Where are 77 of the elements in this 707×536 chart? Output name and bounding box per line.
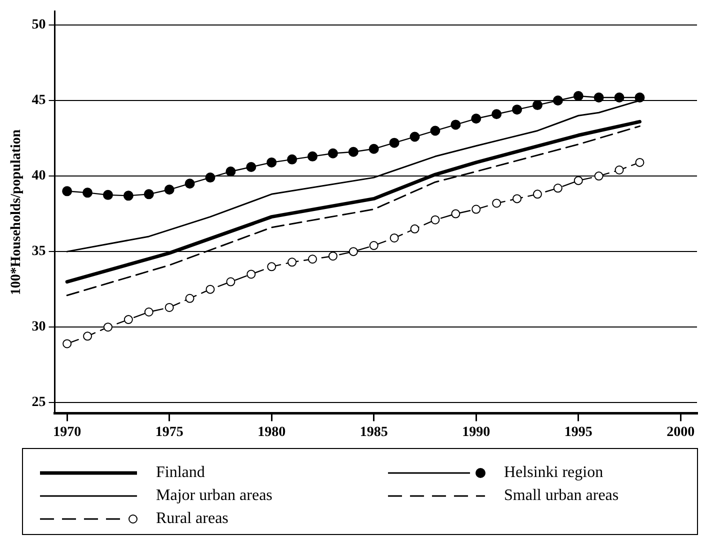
point: [82, 188, 93, 198]
point: [430, 126, 440, 136]
legend-label: Finland: [156, 464, 205, 482]
point: [574, 176, 583, 186]
point: [226, 277, 236, 286]
x-tick-label: 1995: [564, 425, 592, 440]
point: [246, 270, 256, 279]
point: [552, 96, 563, 106]
point: [594, 92, 604, 102]
point: [614, 166, 624, 175]
y-tick-label: 50: [32, 18, 46, 33]
point: [369, 241, 378, 250]
point: [287, 154, 298, 164]
point: [472, 204, 481, 214]
y-tick-label: 30: [32, 320, 46, 335]
y-axis-title: 100*Households/population: [9, 129, 24, 296]
legend-label: Rural areas: [156, 510, 228, 528]
point: [308, 151, 318, 162]
y-tick-label: 40: [32, 168, 46, 184]
point: [532, 190, 542, 199]
point: [185, 294, 194, 303]
point: [328, 252, 338, 261]
point: [512, 104, 522, 115]
point: [635, 158, 644, 167]
point: [410, 224, 420, 234]
point: [164, 302, 174, 312]
x-tick-label: 1975: [155, 425, 184, 440]
point: [144, 307, 154, 316]
point: [62, 339, 72, 348]
x-tick-label: 2000: [666, 425, 695, 440]
point: [102, 190, 113, 200]
legend-label: Major urban areas: [156, 487, 272, 504]
point: [144, 189, 154, 200]
point: [62, 186, 72, 196]
point: [492, 198, 502, 208]
point: [368, 144, 379, 154]
point: [573, 90, 584, 101]
point: [288, 258, 297, 267]
point: [83, 332, 92, 341]
point: [328, 148, 338, 158]
point: [123, 190, 134, 201]
point: [512, 194, 522, 204]
x-tick-label: 1970: [53, 425, 82, 440]
x-tick-label: 1985: [360, 425, 388, 440]
point: [308, 254, 317, 264]
point: [246, 162, 256, 172]
point: [430, 215, 440, 224]
point: [532, 100, 542, 110]
point: [389, 138, 400, 148]
point: [594, 172, 604, 181]
point: [390, 233, 399, 242]
point: [184, 178, 195, 189]
point: [205, 172, 216, 183]
point: [267, 262, 276, 272]
y-tick-label: 45: [32, 93, 46, 108]
point: [634, 92, 645, 102]
point: [451, 209, 460, 218]
point: [164, 184, 174, 195]
legend-label: Helsinki region: [504, 464, 604, 482]
point: [471, 114, 482, 124]
point: [553, 184, 562, 193]
point: [410, 132, 420, 142]
point: [348, 247, 358, 256]
x-tick-label: 1990: [462, 425, 490, 440]
point: [492, 109, 502, 120]
legend-label: Small urban areas: [504, 487, 619, 504]
point: [103, 322, 112, 332]
y-tick-label: 35: [32, 244, 46, 260]
x-tick-label: 1980: [258, 425, 286, 440]
point: [206, 284, 215, 294]
point: [348, 146, 358, 157]
point: [266, 157, 277, 168]
y-tick-label: 25: [32, 395, 46, 410]
point: [226, 166, 236, 177]
point: [124, 315, 133, 324]
point: [450, 120, 461, 130]
point: [614, 92, 624, 102]
